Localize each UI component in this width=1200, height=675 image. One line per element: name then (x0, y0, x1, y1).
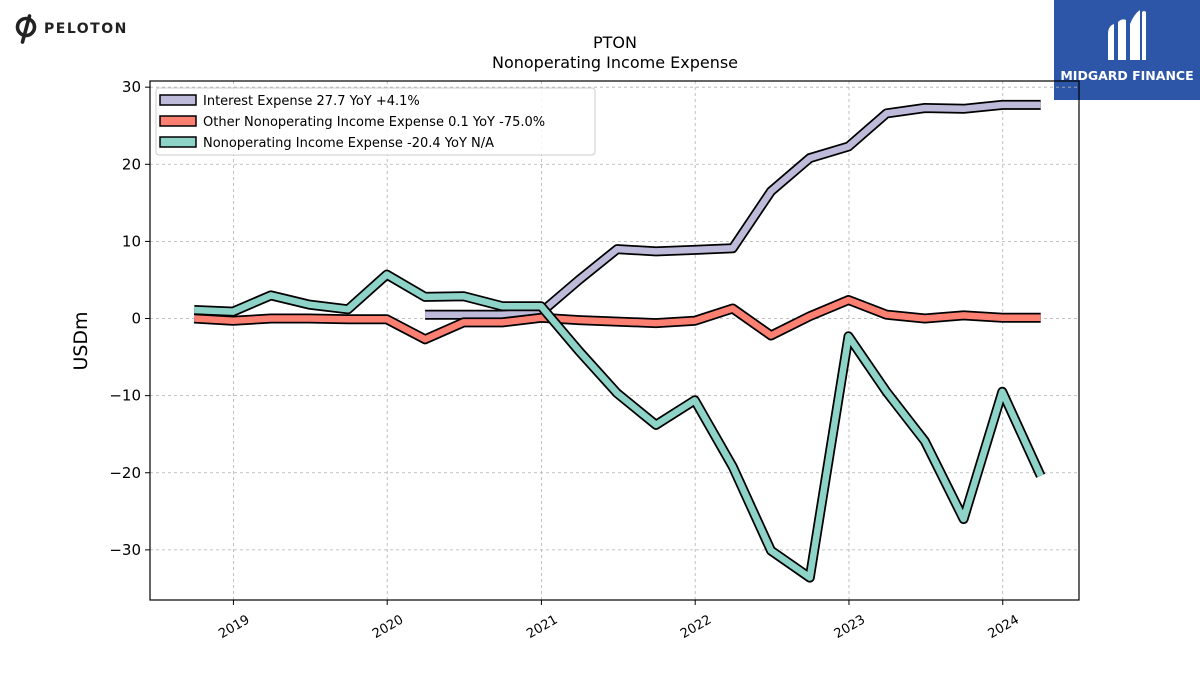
y-tick-label: −20 (109, 464, 141, 482)
series-line-1 (425, 101, 1041, 318)
series-line-2 (194, 296, 1041, 343)
y-tick-label: 10 (122, 232, 141, 250)
chart-subtitle: Nonoperating Income Expense (492, 53, 738, 72)
legend-label-1: Interest Expense 27.7 YoY +4.1% (203, 94, 420, 109)
y-tick-label: 0 (131, 310, 141, 328)
x-tick-label: 2021 (524, 612, 560, 642)
plot-frame (149, 80, 1080, 601)
chart-title: PTON (593, 33, 637, 52)
x-tick-label: 2024 (986, 612, 1022, 642)
y-tick-label: 30 (122, 78, 141, 96)
legend-swatch-1 (159, 94, 197, 106)
legend-box (155, 87, 596, 156)
axis-ticks: −30 −20 −10 0 10 20 30 2019 2020 2021 2022 2023 2024 (109, 78, 1021, 642)
peloton-p-icon (15, 14, 37, 44)
legend-swatch-3 (159, 136, 197, 148)
series-lines (193, 99, 1046, 583)
legend: Interest Expense 27.7 YoY +4.1% Other Non… (155, 87, 596, 156)
x-tick-label: 2019 (216, 612, 252, 642)
y-tick-label: −10 (109, 387, 141, 405)
y-tick-label: −30 (109, 541, 141, 559)
y-tick-label: 20 (122, 155, 141, 173)
peloton-brand-text: PELOTON (44, 21, 128, 37)
legend-swatch-2 (159, 115, 197, 127)
legend-label-3: Nonoperating Income Expense -20.4 YoY N/… (203, 136, 494, 151)
x-tick-label: 2023 (832, 612, 868, 642)
midgard-m-icon (1108, 10, 1146, 60)
x-tick-label: 2020 (370, 612, 406, 642)
y-axis-label: USDm (70, 311, 92, 370)
midgard-brand-text: MIDGARD FINANCE (1060, 68, 1194, 83)
peloton-logo: PELOTON (14, 14, 128, 44)
legend-label-2: Other Nonoperating Income Expense 0.1 Yo… (203, 115, 545, 130)
series-line-3 (194, 271, 1044, 581)
grid-lines (150, 81, 1079, 600)
x-tick-label: 2022 (678, 612, 714, 642)
midgard-finance-logo: MIDGARD FINANCE (1054, 0, 1200, 100)
